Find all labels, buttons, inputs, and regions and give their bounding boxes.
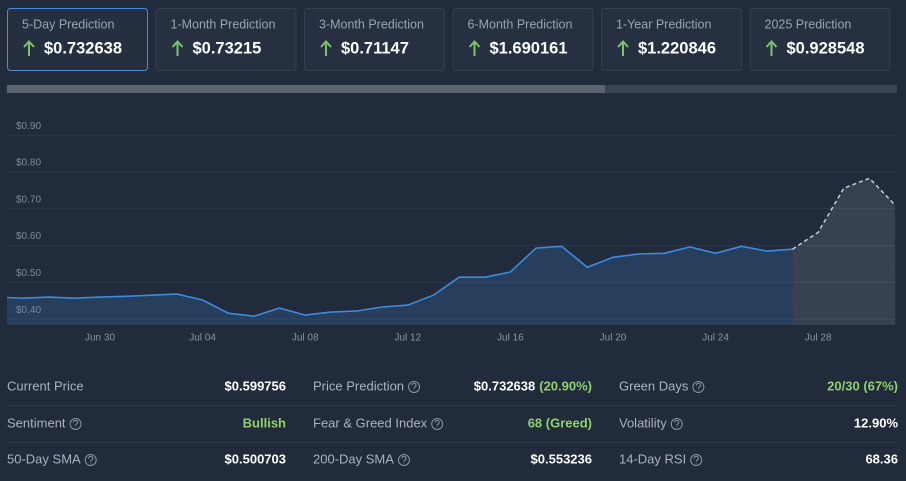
prediction-tab[interactable]: 1-Month Prediction $0.73215 — [155, 8, 297, 71]
prediction-tab[interactable]: 1-Year Prediction $1.220846 — [601, 8, 742, 71]
x-tick-label: Jul 16 — [497, 333, 524, 344]
tab-value: $1.220846 — [638, 39, 716, 57]
tab-box — [601, 8, 742, 71]
help-mark — [73, 419, 79, 428]
tab-box — [749, 8, 891, 71]
stat-label: Current Price — [7, 378, 84, 393]
x-tick-label: Jun 30 — [85, 333, 115, 344]
tab-value: $0.928548 — [787, 39, 865, 57]
stat-value: 20/30 (67%) — [827, 378, 898, 393]
x-tick-label: Jul 08 — [292, 333, 319, 344]
tab-box — [155, 8, 297, 71]
tab-value: $0.71147 — [341, 39, 409, 57]
tab-box — [7, 8, 148, 71]
y-tick-label: $0.90 — [16, 121, 41, 132]
series-area — [7, 246, 793, 325]
help-mark — [693, 455, 699, 464]
help-circle — [692, 381, 705, 393]
stat-value: 12.90% — [854, 415, 899, 430]
prediction-tab[interactable]: 2025 Prediction $0.928548 — [749, 8, 891, 71]
series-line — [792, 177, 896, 250]
plot-area — [7, 177, 896, 325]
stat-label: Sentiment — [7, 415, 66, 430]
tab-box — [452, 8, 594, 71]
prediction-tab[interactable]: 6-Month Prediction $1.690161 — [452, 8, 594, 71]
help-circle — [431, 418, 444, 430]
y-tick-label: $0.60 — [16, 231, 41, 242]
series-line — [7, 245, 793, 318]
up-arrow — [320, 40, 332, 56]
tab-label: 2025 Prediction — [765, 17, 852, 31]
help-circle — [670, 418, 683, 430]
stat-extra: (20.90%) — [539, 378, 592, 393]
stat-value: Bullish — [243, 415, 286, 430]
tab-label: 6-Month Prediction — [468, 17, 573, 31]
help-icon[interactable] — [408, 381, 421, 393]
stat-value: $0.500703 — [225, 451, 286, 466]
prediction-tab[interactable]: 5-Day Prediction $0.732638 — [7, 8, 148, 71]
tab-label: 3-Month Prediction — [319, 17, 424, 31]
stat-label: 50-Day SMA — [7, 451, 81, 466]
help-mark — [674, 419, 680, 428]
help-icon[interactable] — [670, 418, 683, 430]
help-mark — [88, 455, 94, 464]
help-icon[interactable] — [69, 418, 82, 430]
help-icon[interactable] — [84, 454, 97, 466]
up-arrow — [765, 40, 778, 56]
help-icon[interactable] — [690, 454, 703, 466]
up-arrow — [617, 40, 629, 56]
help-circle — [408, 381, 421, 393]
help-mark — [401, 455, 407, 464]
up-arrow — [468, 40, 481, 56]
tab-label: 1-Year Prediction — [616, 17, 711, 31]
help-icon[interactable] — [692, 381, 705, 393]
up-arrow — [23, 40, 35, 56]
stat-label: 200-Day SMA — [313, 451, 394, 466]
tab-value: $0.73215 — [193, 39, 262, 57]
stat-value: $0.553236 — [531, 451, 592, 466]
x-tick-label: Jul 20 — [600, 333, 627, 344]
series-area — [792, 178, 896, 325]
y-tick-label: $0.70 — [16, 194, 41, 205]
prediction-tab[interactable]: 3-Month Prediction $0.71147 — [304, 8, 445, 71]
help-icon[interactable] — [431, 418, 444, 430]
y-tick-label: $0.80 — [16, 158, 41, 169]
stat-label: Green Days — [619, 378, 689, 393]
tab-value: $1.690161 — [490, 39, 568, 57]
tab-value: $0.732638 — [44, 39, 122, 57]
up-arrow — [171, 40, 184, 56]
x-tick-label: Jul 04 — [189, 333, 216, 344]
help-mark — [695, 382, 701, 391]
stat-label: 14-Day RSI — [619, 451, 686, 466]
help-icon[interactable] — [397, 454, 410, 466]
help-circle — [397, 454, 410, 466]
tab-label: 5-Day Prediction — [22, 17, 114, 31]
x-tick-label: Jul 12 — [394, 333, 421, 344]
stat-value: 68 (Greed) — [528, 415, 592, 430]
help-circle — [84, 454, 97, 466]
tab-label: 1-Month Prediction — [171, 17, 276, 31]
tab-box — [304, 8, 445, 71]
stat-label: Price Prediction — [313, 378, 404, 393]
stat-value: $0.599756 — [225, 378, 286, 393]
stat-value: $0.732638 — [474, 378, 535, 393]
x-tick-label: Jul 28 — [805, 333, 832, 344]
y-tick-label: $0.50 — [16, 268, 41, 279]
stat-label: Volatility — [619, 415, 667, 430]
stat-value: 68.36 — [865, 451, 898, 466]
scroll-thumb[interactable] — [7, 85, 605, 93]
help-mark — [411, 382, 417, 391]
stat-label: Fear & Greed Index — [313, 415, 428, 430]
help-mark — [434, 419, 440, 428]
x-tick-label: Jul 24 — [702, 333, 729, 344]
help-circle — [690, 454, 703, 466]
y-tick-label: $0.40 — [16, 305, 41, 316]
help-circle — [69, 418, 82, 430]
